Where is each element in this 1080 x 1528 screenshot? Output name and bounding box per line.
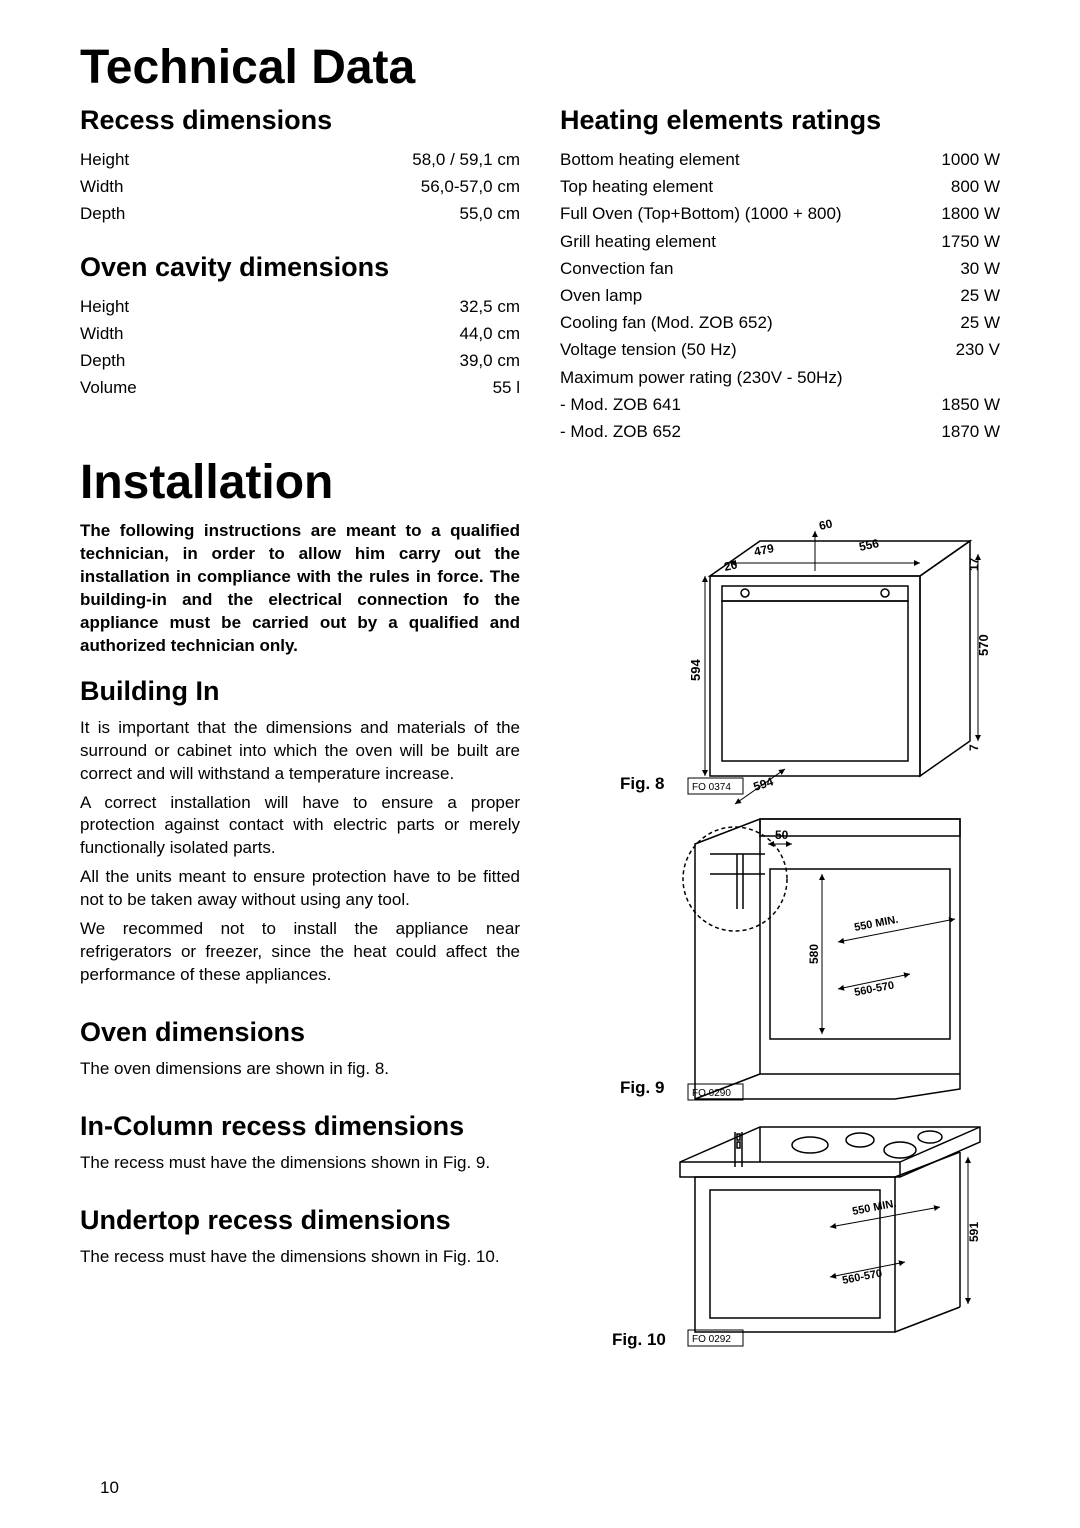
fig8-code: FO 0374 xyxy=(692,782,731,793)
fig10-svg: 550 MIN. 560-570 591 FO 0292 xyxy=(560,1112,1000,1352)
figure-8: Fig. 8 xyxy=(560,516,1000,806)
table-row: Oven lamp25 W xyxy=(560,282,1000,309)
table-row: - Mod. ZOB 6521870 W xyxy=(560,418,1000,445)
dim-580: 580 xyxy=(807,944,821,964)
cavity-table: Height32,5 cm Width44,0 cm Depth39,0 cm … xyxy=(80,293,520,402)
dim-7: 7 xyxy=(967,744,981,751)
oven-dims-p: The oven dimensions are shown in fig. 8. xyxy=(80,1058,520,1081)
fig9-code: FO 0290 xyxy=(692,1088,731,1099)
tech-data-columns: Recess dimensions Height58,0 / 59,1 cm W… xyxy=(80,99,1000,445)
table-row: Depth55,0 cm xyxy=(80,200,520,227)
dim-560b: 560-570 xyxy=(841,1268,883,1287)
building-in-p2: A correct installation will have to ensu… xyxy=(80,792,520,861)
dim-60: 60 xyxy=(818,516,834,533)
recess-table: Height58,0 / 59,1 cm Width56,0-57,0 cm D… xyxy=(80,146,520,228)
install-right-col: Fig. 8 xyxy=(560,516,1000,1360)
heading-technical-data: Technical Data xyxy=(80,40,1000,95)
table-row: Bottom heating element1000 W xyxy=(560,146,1000,173)
dim-20: 20 xyxy=(723,557,739,574)
table-row: Convection fan30 W xyxy=(560,255,1000,282)
dim-560: 560-570 xyxy=(853,980,895,999)
install-intro: The following instructions are meant to … xyxy=(80,520,520,658)
figure-10: Fig. 10 xyxy=(560,1112,1000,1352)
table-row: Grill heating element1750 W xyxy=(560,228,1000,255)
heading-heating: Heating elements ratings xyxy=(560,105,1000,136)
table-row: Voltage tension (50 Hz)230 V xyxy=(560,336,1000,363)
fig8-label: Fig. 8 xyxy=(620,774,664,794)
fig10-label: Fig. 10 xyxy=(612,1330,666,1350)
table-row: Width56,0-57,0 cm xyxy=(80,173,520,200)
table-row: Maximum power rating (230V - 50Hz) xyxy=(560,364,1000,391)
install-columns: The following instructions are meant to … xyxy=(80,516,1000,1360)
fig9-label: Fig. 9 xyxy=(620,1078,664,1098)
undertop-p: The recess must have the dimensions show… xyxy=(80,1246,520,1269)
heating-table: Bottom heating element1000 W Top heating… xyxy=(560,146,1000,445)
dim-479: 479 xyxy=(753,541,776,559)
table-row: Cooling fan (Mod. ZOB 652)25 W xyxy=(560,309,1000,336)
figure-9: Fig. 9 xyxy=(560,814,1000,1104)
dim-594b: 594 xyxy=(752,774,776,794)
table-row: Full Oven (Top+Bottom) (1000 + 800)1800 … xyxy=(560,200,1000,227)
heading-cavity-dims: Oven cavity dimensions xyxy=(80,252,520,283)
heading-installation: Installation xyxy=(80,455,1000,510)
table-row: Volume55 l xyxy=(80,374,520,401)
install-left-col: The following instructions are meant to … xyxy=(80,516,520,1360)
fig8-svg: 60 479 20 556 17 594 570 7 594 FO 0374 xyxy=(560,516,1000,806)
building-in-p1: It is important that the dimensions and … xyxy=(80,717,520,786)
page: Technical Data Recess dimensions Height5… xyxy=(0,0,1080,1528)
tech-right-col: Heating elements ratings Bottom heating … xyxy=(560,99,1000,445)
dim-17: 17 xyxy=(967,557,981,571)
heading-recess-dims: Recess dimensions xyxy=(80,105,520,136)
heading-building-in: Building In xyxy=(80,676,520,707)
table-row: Width44,0 cm xyxy=(80,320,520,347)
table-row: Depth39,0 cm xyxy=(80,347,520,374)
tech-left-col: Recess dimensions Height58,0 / 59,1 cm W… xyxy=(80,99,520,445)
dim-50: 50 xyxy=(775,828,789,842)
dim-591: 591 xyxy=(967,1222,981,1242)
dim-556: 556 xyxy=(858,536,881,554)
table-row: Top heating element800 W xyxy=(560,173,1000,200)
heading-oven-dims: Oven dimensions xyxy=(80,1017,520,1048)
table-row: Height58,0 / 59,1 cm xyxy=(80,146,520,173)
dim-570: 570 xyxy=(976,634,991,656)
dim-594: 594 xyxy=(688,659,703,681)
table-row: - Mod. ZOB 6411850 W xyxy=(560,391,1000,418)
incol-p: The recess must have the dimensions show… xyxy=(80,1152,520,1175)
dim-550b: 550 MIN. xyxy=(851,1198,897,1218)
fig9-svg: 50 580 550 MIN. 560-570 FO 0290 xyxy=(560,814,1000,1104)
heading-incol: In-Column recess dimensions xyxy=(80,1111,520,1142)
heading-undertop: Undertop recess dimensions xyxy=(80,1205,520,1236)
fig10-code: FO 0292 xyxy=(692,1334,731,1345)
building-in-p3: All the units meant to ensure protection… xyxy=(80,866,520,912)
table-row: Height32,5 cm xyxy=(80,293,520,320)
building-in-p4: We recommed not to install the appliance… xyxy=(80,918,520,987)
page-number: 10 xyxy=(100,1478,119,1498)
